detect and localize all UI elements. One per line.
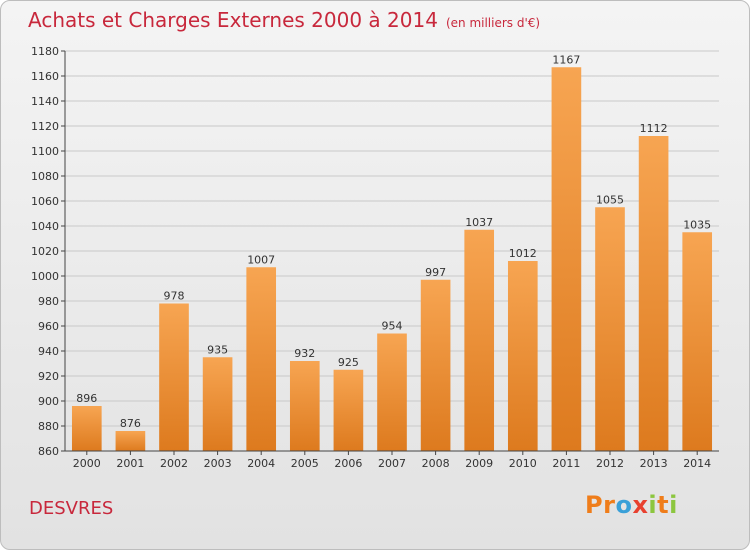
bar-2009 (464, 229, 495, 451)
logo-letter: x (632, 491, 649, 519)
y-tick-label: 900 (38, 395, 59, 408)
x-tick-label: 2005 (291, 457, 319, 470)
y-tick-label: 1100 (31, 145, 59, 158)
y-tick-label: 860 (38, 445, 59, 458)
x-tick-label: 2001 (116, 457, 144, 470)
logo-letter: i (669, 491, 678, 519)
value-label: 876 (120, 417, 141, 430)
y-tick-label: 980 (38, 295, 59, 308)
value-label: 932 (294, 347, 315, 360)
x-tick-label: 2013 (640, 457, 668, 470)
value-label: 925 (338, 356, 359, 369)
y-tick-label: 1000 (31, 270, 59, 283)
y-tick-label: 1160 (31, 70, 59, 83)
bar-2005 (289, 361, 320, 451)
bar-2013 (638, 136, 669, 451)
bar-2006 (333, 369, 364, 451)
y-tick-label: 940 (38, 345, 59, 358)
chart-title: Achats et Charges Externes 2000 à 2014 (e… (28, 8, 540, 32)
y-tick-label: 1120 (31, 120, 59, 133)
y-tick-label: 1080 (31, 170, 59, 183)
x-tick-label: 2007 (378, 457, 406, 470)
chart-unit: (en milliers d'€) (445, 16, 541, 30)
bar-2002 (159, 303, 189, 451)
logo-letter: r (603, 491, 616, 519)
value-label: 997 (425, 266, 446, 279)
value-label: 954 (382, 320, 403, 333)
logo-letter: P (585, 491, 604, 519)
value-label: 1037 (465, 216, 493, 229)
bar-2004 (246, 267, 277, 451)
x-tick-label: 2000 (73, 457, 101, 470)
bars: 896 876 978 935 1007 932 925 954 997 1037 1012 1167… (71, 53, 713, 451)
value-label: 935 (207, 343, 228, 356)
x-tick-label: 2010 (509, 457, 537, 470)
x-tick-label: 2008 (422, 457, 450, 470)
bar-2001 (115, 431, 146, 451)
y-tick-label: 920 (38, 370, 59, 383)
x-tick-label: 2012 (596, 457, 624, 470)
y-tick-label: 1140 (31, 95, 59, 108)
y-tick-label: 1040 (31, 220, 59, 233)
y-tick-label: 1020 (31, 245, 59, 258)
x-tick-label: 2002 (160, 457, 188, 470)
value-label: 1167 (552, 53, 580, 66)
bar-2008 (420, 279, 451, 451)
bar-2010 (507, 261, 538, 451)
value-label: 1007 (247, 253, 275, 266)
bar-2003 (202, 357, 233, 451)
proxiti-logo[interactable]: Proxiti (585, 491, 678, 519)
logo-letter: i (648, 491, 658, 519)
commune-name: DESVRES (29, 498, 114, 519)
x-tick-label: 2009 (465, 457, 493, 470)
value-label: 978 (164, 290, 185, 303)
x-tick-label: 2004 (247, 457, 275, 470)
x-tick-label: 2014 (683, 457, 711, 470)
axes: 860 880 900 920 940 960 980 1000 1020 1040 1060 108… (31, 45, 719, 470)
value-label: 896 (76, 392, 97, 405)
y-tick-label: 960 (38, 320, 59, 333)
bar-2000 (71, 406, 102, 451)
y-tick-label: 1180 (31, 45, 59, 58)
x-tick-label: 2006 (334, 457, 362, 470)
logo-letter: t (657, 491, 670, 519)
bar-2011 (551, 67, 582, 451)
bar-2012 (595, 207, 625, 451)
bar-2007 (377, 333, 407, 451)
logo-letter: o (615, 491, 633, 519)
chart-title-text: Achats et Charges Externes 2000 à 2014 (28, 8, 438, 32)
x-tick-label: 2011 (552, 457, 580, 470)
value-label: 1012 (509, 247, 537, 260)
y-tick-label: 880 (38, 420, 59, 433)
value-label: 1055 (596, 193, 624, 206)
value-label: 1035 (683, 218, 711, 231)
bar-2014 (682, 232, 713, 451)
value-label: 1112 (640, 122, 668, 135)
y-tick-label: 1060 (31, 195, 59, 208)
x-tick-label: 2003 (204, 457, 232, 470)
